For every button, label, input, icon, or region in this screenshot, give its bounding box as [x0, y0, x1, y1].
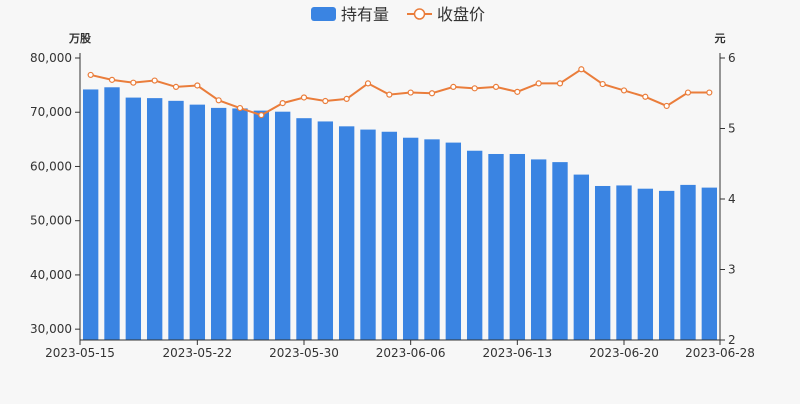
x-tick-label: 2023-05-30 [269, 346, 339, 360]
bar[interactable] [445, 142, 462, 340]
line-point[interactable] [578, 66, 585, 73]
line-point[interactable] [492, 83, 500, 91]
line-point[interactable] [450, 83, 457, 91]
bar[interactable] [616, 185, 632, 340]
line-series [87, 66, 713, 119]
line-point[interactable] [428, 90, 436, 97]
x-tick-label: 2023-05-15 [45, 346, 115, 360]
line-point[interactable] [684, 89, 692, 96]
bar[interactable] [402, 137, 419, 340]
bar[interactable] [594, 185, 611, 340]
x-tick-label: 2023-06-13 [482, 346, 552, 360]
bar[interactable] [104, 87, 120, 341]
line-point[interactable] [471, 85, 478, 92]
close-price-line [90, 68, 710, 117]
bar[interactable] [509, 153, 526, 340]
line-point[interactable] [642, 93, 649, 100]
line-point[interactable] [620, 87, 628, 94]
legend[interactable]: 持有量 收盘价 [311, 5, 485, 24]
line-point[interactable] [706, 89, 713, 96]
bar[interactable] [296, 118, 312, 340]
line-point[interactable] [514, 88, 521, 95]
line-point[interactable] [215, 97, 222, 104]
line-point[interactable] [343, 95, 350, 102]
bar[interactable] [253, 110, 270, 340]
y-left-tick-label: 40,000 [30, 268, 72, 282]
bar[interactable] [317, 121, 334, 340]
bar[interactable] [338, 126, 355, 340]
line-point[interactable] [172, 83, 180, 91]
y-axis-right-label: 元 [715, 32, 726, 45]
bar[interactable] [146, 98, 163, 340]
bar[interactable] [680, 184, 696, 340]
line-point[interactable] [407, 89, 414, 96]
line-point[interactable] [364, 80, 372, 87]
line-point[interactable] [236, 104, 244, 112]
line-point[interactable] [151, 77, 158, 84]
line-point[interactable] [556, 80, 564, 87]
y-axis-right: 2 3 4 5 6 [719, 51, 736, 347]
y-left-tick-label: 60,000 [30, 159, 72, 173]
bar[interactable] [530, 159, 547, 340]
bar[interactable] [466, 150, 483, 340]
y-axis-left: 30,000 40,000 50,000 60,000 70,000 80,000 [30, 51, 81, 340]
line-point[interactable] [130, 79, 137, 86]
x-tick-label: 2023-06-20 [589, 346, 659, 360]
bar[interactable] [168, 100, 184, 340]
line-point[interactable] [386, 91, 393, 98]
bar-series [82, 87, 718, 341]
line-point[interactable] [87, 71, 94, 79]
y-right-tick-label: 4 [728, 192, 736, 206]
line-point[interactable] [663, 102, 670, 110]
y-axis-left-label: 万股 [68, 32, 92, 45]
y-left-tick-label: 30,000 [30, 322, 72, 336]
y-left-tick-label: 70,000 [30, 105, 72, 119]
bar[interactable] [573, 174, 590, 340]
bar[interactable] [82, 89, 99, 340]
y-right-tick-label: 2 [728, 333, 736, 347]
bar[interactable] [424, 139, 440, 340]
x-tick-label: 2023-05-22 [162, 346, 232, 360]
line-point[interactable] [108, 76, 116, 83]
line-point[interactable] [599, 80, 606, 88]
line-point[interactable] [300, 94, 308, 101]
legend-label-close-price[interactable]: 收盘价 [437, 5, 485, 24]
bar[interactable] [189, 104, 206, 340]
line-point[interactable] [535, 80, 542, 87]
bar[interactable] [552, 162, 568, 340]
bar[interactable] [360, 129, 376, 340]
bar[interactable] [274, 111, 291, 340]
line-point[interactable] [258, 112, 265, 119]
x-axis: 2023-05-15 2023-05-22 2023-05-30 2023-06-06… [45, 339, 755, 360]
legend-label-holding[interactable]: 持有量 [341, 5, 389, 24]
y-left-tick-label: 50,000 [30, 214, 72, 228]
bar[interactable] [210, 107, 227, 341]
bar[interactable] [637, 188, 654, 340]
line-point[interactable] [322, 97, 329, 105]
y-right-tick-label: 6 [728, 51, 736, 65]
bar[interactable] [658, 190, 675, 340]
line-point[interactable] [279, 100, 286, 107]
bar[interactable] [125, 97, 142, 340]
y-left-tick-label: 80,000 [30, 51, 72, 65]
bar[interactable] [488, 153, 504, 340]
y-right-tick-label: 5 [728, 122, 736, 136]
y-right-tick-label: 3 [728, 263, 736, 277]
bar[interactable] [381, 131, 398, 340]
x-tick-label: 2023-06-06 [376, 346, 446, 360]
line-point[interactable] [194, 82, 201, 89]
legend-bar-swatch[interactable] [311, 7, 336, 21]
x-tick-label: 2023-06-28 [685, 346, 755, 360]
bar[interactable] [701, 187, 718, 340]
legend-line-marker[interactable] [413, 8, 426, 20]
bar[interactable] [232, 108, 248, 340]
